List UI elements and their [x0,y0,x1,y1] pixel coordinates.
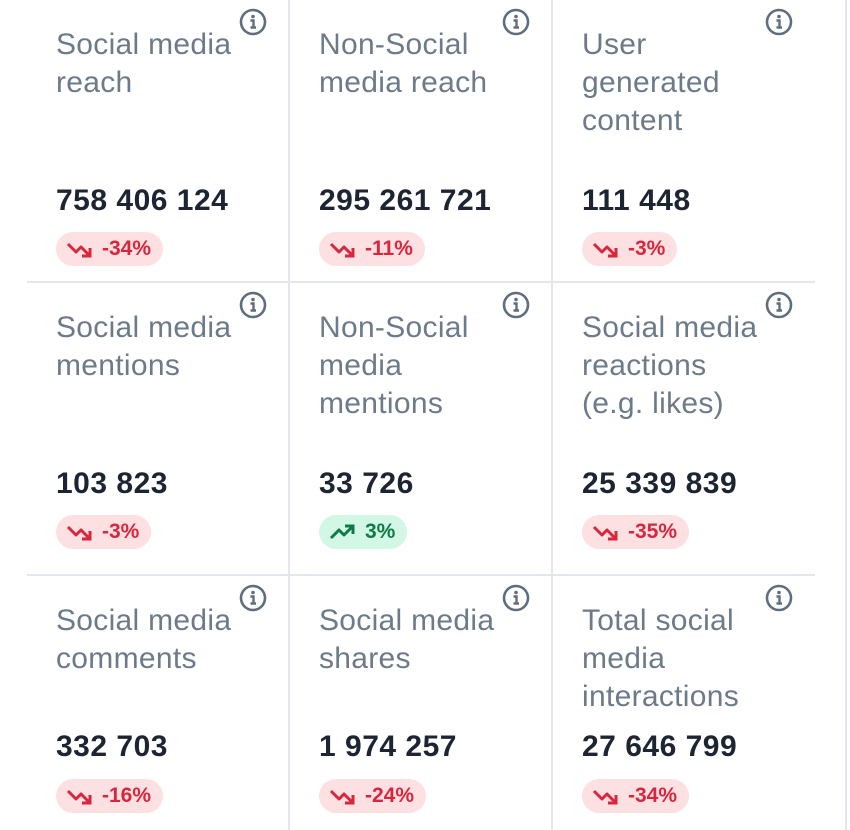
trend-down-icon [66,242,92,258]
trend-down-icon [66,789,92,805]
metric-card-total-social-media-interactions: Total social media interactions 27 646 7… [553,576,815,830]
scroll-edge [845,0,847,830]
metric-title: Non-Social media reach [319,28,488,99]
metric-card-user-generated-content: User generated content 111 448 -3% [553,0,815,282]
change-value: -3% [628,237,666,260]
metric-title: User generated content [582,28,720,137]
column-divider [551,0,553,830]
metric-value: 27 646 799 [582,730,738,763]
metric-title: Total social media interactions [582,604,740,713]
metric-title: Social media reach [56,28,232,99]
change-badge: 3% [319,515,408,549]
info-icon[interactable] [502,8,530,36]
row-divider [27,574,815,576]
info-icon[interactable] [765,8,793,36]
metric-value: 33 726 [319,467,414,500]
trend-down-icon [592,789,618,805]
change-value: -35% [628,520,678,543]
info-icon[interactable] [239,8,267,36]
change-value: -11% [365,237,413,260]
metric-value: 758 406 124 [56,184,229,217]
metric-value: 295 261 721 [319,184,492,217]
metric-title: Social media mentions [56,311,232,382]
metric-value: 111 448 [582,184,691,217]
change-badge: -11% [319,232,425,266]
info-icon[interactable] [502,584,530,612]
info-icon[interactable] [502,291,530,319]
metric-title: Social media reactions (e.g. likes) [582,311,758,420]
row-divider [27,281,815,283]
metric-card-social-media-comments: Social media comments 332 703 -16% [27,576,289,830]
metric-title: Non-Social media mentions [319,311,469,420]
metric-value: 332 703 [56,730,168,763]
metric-value: 1 974 257 [319,730,457,763]
change-value: -16% [102,784,152,807]
metric-value: 25 339 839 [582,467,738,500]
trend-down-icon [329,789,355,805]
metric-card-non-social-media-reach: Non-Social media reach 295 261 721 -11% [290,0,552,282]
trend-down-icon [592,242,618,258]
trend-down-icon [329,242,355,258]
change-value: 3% [365,520,396,543]
info-icon[interactable] [239,584,267,612]
trend-down-icon [66,525,92,541]
metric-title: Social media shares [319,604,495,675]
metric-title: Social media comments [56,604,232,675]
trend-up-icon [329,524,355,540]
change-badge: -34% [56,232,164,266]
change-badge: -16% [56,779,164,813]
metric-card-social-media-reach: Social media reach 758 406 124 -34% [27,0,289,282]
change-badge: -3% [582,232,678,266]
info-icon[interactable] [765,584,793,612]
column-divider [288,0,290,830]
change-badge: -3% [56,515,152,549]
change-value: -24% [365,784,415,807]
trend-down-icon [592,525,618,541]
metric-card-social-media-reactions: Social media reactions (e.g. likes) 25 3… [553,283,815,575]
change-badge: -35% [582,515,690,549]
change-value: -34% [102,237,152,260]
metric-card-social-media-shares: Social media shares 1 974 257 -24% [290,576,552,830]
metric-card-social-media-mentions: Social media mentions 103 823 -3% [27,283,289,575]
change-value: -34% [628,784,678,807]
metric-card-non-social-media-mentions: Non-Social media mentions 33 726 3% [290,283,552,575]
change-badge: -34% [582,779,690,813]
change-badge: -24% [319,779,427,813]
metric-value: 103 823 [56,467,168,500]
info-icon[interactable] [765,291,793,319]
change-value: -3% [102,520,140,543]
info-icon[interactable] [239,291,267,319]
